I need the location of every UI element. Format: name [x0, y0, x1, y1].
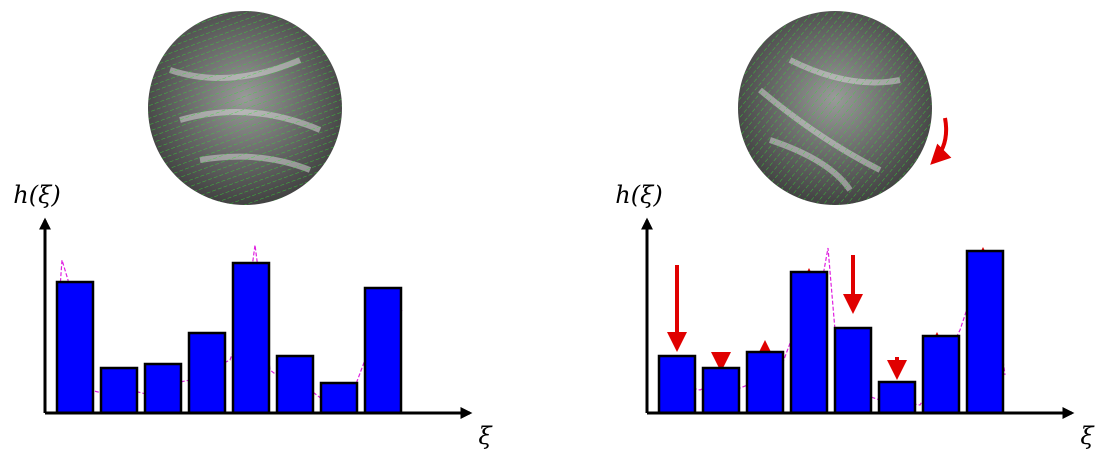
bar — [189, 333, 225, 413]
bar — [57, 282, 93, 413]
bar — [791, 272, 827, 413]
bar — [967, 251, 1003, 413]
bar — [145, 364, 181, 413]
bar — [233, 263, 269, 413]
x-axis-label: ξ — [1080, 422, 1095, 450]
figure: h(ξ) ξ h(ξ) ξ — [0, 0, 1102, 450]
bar — [321, 383, 357, 413]
bar — [879, 382, 915, 413]
bar — [659, 356, 695, 413]
y-axis-label: h(ξ) — [13, 181, 60, 209]
x-axis-label: ξ — [478, 422, 493, 450]
texture-images — [148, 11, 946, 205]
bar — [835, 328, 871, 413]
bar — [365, 288, 401, 413]
bar — [101, 368, 137, 413]
bar — [703, 368, 739, 413]
bar — [923, 336, 959, 413]
y-axis-label: h(ξ) — [615, 181, 662, 209]
bar — [747, 352, 783, 413]
bar — [277, 356, 313, 413]
page: {"chart_data": [ {"type": "bar", "y_labe… — [0, 0, 1102, 450]
